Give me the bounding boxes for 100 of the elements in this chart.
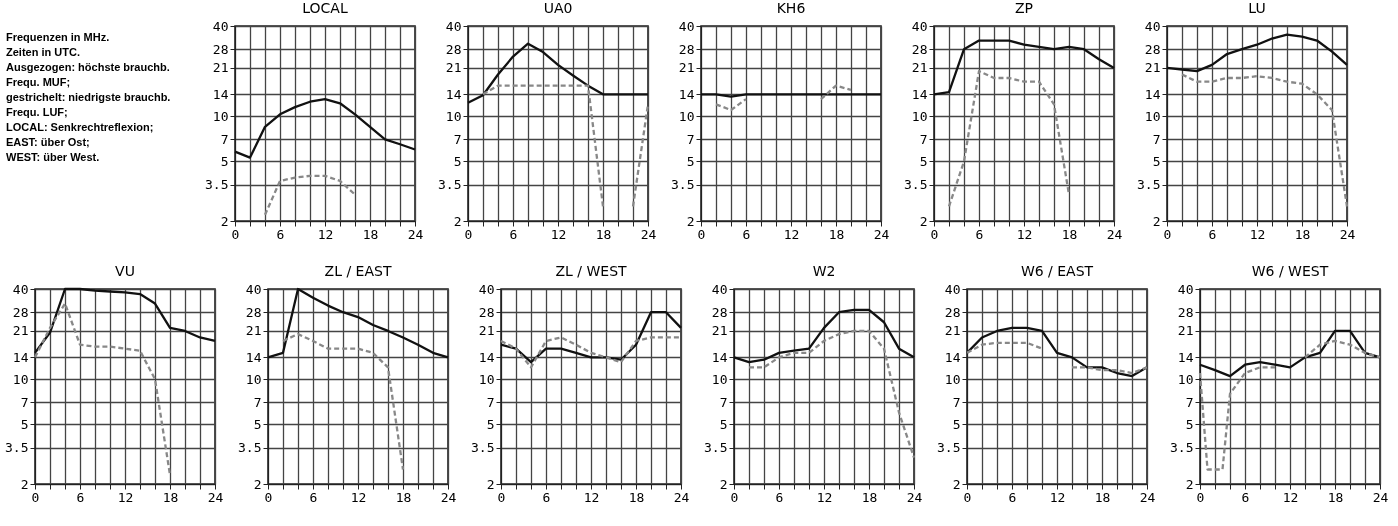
text: gestrichelt: niedrigste brauchb. Frequ. LUF; (6, 90, 172, 120)
y-tick-label: 2 (253, 476, 262, 492)
y-tick-label: 3.5 (471, 440, 495, 456)
chart-title: VU (115, 263, 135, 279)
y-tick-label: 7 (952, 394, 961, 410)
y-tick-label: 14 (478, 349, 495, 365)
y-tick-label: 40 (12, 281, 29, 297)
x-tick-label: 18 (1327, 489, 1344, 505)
y-tick-label: 21 (911, 60, 928, 76)
y-tick-label: 5 (1152, 153, 1161, 169)
y-tick-label: 3.5 (5, 440, 29, 456)
y-tick-label: 28 (445, 41, 462, 57)
line-series (263, 174, 357, 216)
x-tick-label: 12 (1016, 226, 1033, 242)
x-tick-label: 24 (673, 489, 690, 505)
y-tick-label: 28 (245, 304, 262, 320)
chart-title: LOCAL (302, 0, 348, 16)
y-tick-label: 3.5 (704, 440, 728, 456)
x-tick-label: 24 (1139, 489, 1156, 505)
y-tick-label: 10 (711, 371, 728, 387)
chart-title: ZL / WEST (555, 263, 628, 279)
y-tick-label: 5 (719, 416, 728, 432)
y-tick-label: 7 (719, 394, 728, 410)
y-tick-label: 28 (911, 41, 928, 57)
y-tick-label: 40 (445, 18, 462, 34)
y-tick-label: 5 (486, 416, 495, 432)
x-tick-label: 6 (1241, 489, 1250, 505)
y-tick-label: 14 (12, 349, 29, 365)
y-tick-label: 28 (12, 304, 29, 320)
x-tick-label: 24 (1339, 226, 1356, 242)
text: EAST: über Ost; (6, 135, 91, 150)
line-series (1180, 73, 1349, 208)
x-tick-label: 24 (1372, 489, 1389, 505)
x-tick-label: 0 (464, 226, 473, 242)
chart-title: UA0 (543, 0, 573, 16)
x-tick-label: 12 (1249, 226, 1266, 242)
y-tick-label: 7 (253, 394, 262, 410)
y-tick-label: 40 (911, 18, 928, 34)
y-tick-label: 5 (1185, 416, 1194, 432)
y-tick-label: 28 (1177, 304, 1194, 320)
x-tick-label: 24 (873, 226, 890, 242)
line-series (466, 42, 650, 104)
y-tick-label: 2 (1185, 476, 1194, 492)
x-tick-label: 12 (1282, 489, 1299, 505)
x-tick-label: 24 (440, 489, 457, 505)
x-tick-label: 18 (362, 226, 379, 242)
y-tick-label: 28 (478, 304, 495, 320)
x-tick-label: 12 (350, 489, 367, 505)
x-tick-label: 6 (76, 489, 85, 505)
y-tick-label: 21 (1144, 60, 1161, 76)
x-tick-label: 0 (697, 226, 706, 242)
x-tick-label: 18 (828, 226, 845, 242)
x-tick-label: 0 (730, 489, 739, 505)
x-tick-label: 6 (276, 226, 285, 242)
x-tick-label: 0 (264, 489, 273, 505)
y-tick-label: 40 (711, 281, 728, 297)
y-tick-label: 21 (711, 323, 728, 339)
y-tick-label: 3.5 (1137, 177, 1161, 193)
chart-title: LU (1248, 0, 1266, 16)
text: Frequenzen in MHz. (6, 30, 111, 45)
y-tick-label: 2 (919, 213, 928, 229)
y-tick-label: 7 (486, 394, 495, 410)
x-tick-label: 24 (640, 226, 657, 242)
y-tick-label: 10 (1144, 108, 1161, 124)
y-tick-label: 7 (220, 131, 229, 147)
y-tick-label: 7 (686, 131, 695, 147)
line-series (499, 311, 683, 364)
y-tick-label: 2 (20, 476, 29, 492)
text: WEST: über West. (6, 150, 101, 165)
y-tick-label: 14 (1177, 349, 1194, 365)
line-series (281, 332, 405, 471)
x-tick-label: 24 (207, 489, 224, 505)
x-tick-label: 24 (1106, 226, 1123, 242)
chart-title: W6 / WEST (1251, 263, 1329, 279)
x-tick-label: 12 (583, 489, 600, 505)
y-tick-label: 14 (678, 86, 695, 102)
line-series (747, 329, 916, 459)
y-tick-label: 10 (212, 108, 229, 124)
y-tick-label: 21 (212, 60, 229, 76)
x-tick-label: 12 (117, 489, 134, 505)
x-tick-label: 18 (595, 226, 612, 242)
y-tick-label: 5 (686, 153, 695, 169)
x-tick-label: 12 (816, 489, 833, 505)
x-tick-label: 0 (930, 226, 939, 242)
y-tick-label: 10 (245, 371, 262, 387)
y-tick-label: 14 (711, 349, 728, 365)
y-tick-label: 5 (20, 416, 29, 432)
x-tick-label: 18 (162, 489, 179, 505)
line-series (1165, 33, 1349, 73)
y-tick-label: 10 (445, 108, 462, 124)
y-tick-label: 14 (445, 86, 462, 102)
x-tick-label: 18 (861, 489, 878, 505)
y-tick-label: 3.5 (205, 177, 229, 193)
y-tick-label: 21 (944, 323, 961, 339)
chart-title: ZP (1014, 0, 1034, 16)
x-tick-label: 24 (407, 226, 424, 242)
x-tick-label: 18 (628, 489, 645, 505)
text: LOCAL: Senkrechtreflexion; (6, 120, 155, 135)
x-tick-label: 18 (1061, 226, 1078, 242)
x-tick-label: 6 (742, 226, 751, 242)
